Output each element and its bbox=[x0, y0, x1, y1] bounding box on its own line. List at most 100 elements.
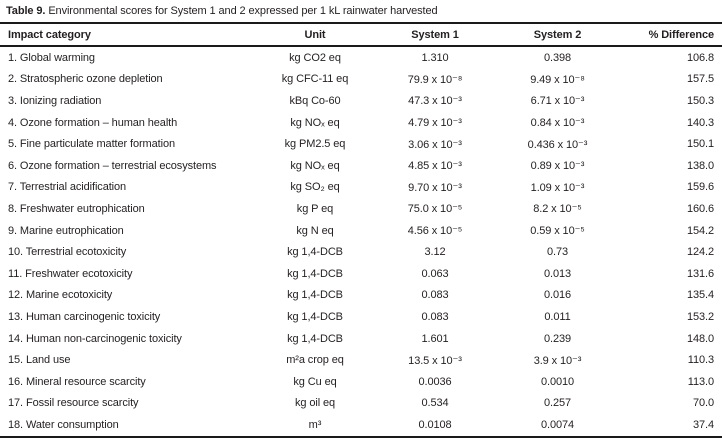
system1-value-cell: 4.85 x 10⁻³ bbox=[408, 160, 462, 173]
header-system1: System 1 bbox=[375, 23, 495, 47]
unit-cell: m²a crop eq bbox=[286, 354, 344, 367]
system2-value-cell: 0.0074 bbox=[540, 418, 575, 431]
unit-cell: kg NOₓ eq bbox=[290, 159, 340, 172]
table-row: 11. Freshwater ecotoxicity kg 1,4-DCB 0.06… bbox=[0, 263, 722, 285]
system2-value-cell: 8.2 x 10⁻⁵ bbox=[533, 203, 582, 216]
difference-value-cell: 70.0 bbox=[692, 397, 714, 410]
unit-cell: kg 1,4-DCB bbox=[287, 332, 343, 345]
system1-value-cell: 0.0036 bbox=[418, 375, 452, 388]
header-row: Impact category Unit System 1 System 2 %… bbox=[0, 23, 722, 47]
table-row: 6. Ozone formation – terrestrial ecosyst… bbox=[0, 155, 722, 177]
difference-value-cell: 138.0 bbox=[686, 159, 714, 172]
impact-category-cell: 2. Stratospheric ozone depletion bbox=[8, 73, 163, 86]
table-row: 18. Water consumption m³ 0.0108 0.0074 37.4 bbox=[0, 414, 722, 437]
system2-value-cell: 0.013 bbox=[543, 267, 572, 280]
header-unit: Unit bbox=[255, 23, 375, 47]
difference-value-cell: 154.2 bbox=[686, 224, 714, 237]
system2-value-cell: 0.398 bbox=[543, 51, 572, 64]
system1-value-cell: 1.601 bbox=[421, 332, 449, 345]
difference-value-cell: 150.1 bbox=[686, 138, 714, 151]
impact-category-cell: 14. Human non-carcinogenic toxicity bbox=[8, 332, 182, 345]
table-row: 14. Human non-carcinogenic toxicity kg 1,… bbox=[0, 328, 722, 350]
header-system2: System 2 bbox=[495, 23, 620, 47]
table-row: 2. Stratospheric ozone depletion kg CFC-1… bbox=[0, 69, 722, 91]
system1-value-cell: 1.310 bbox=[421, 51, 449, 64]
system2-value-cell: 9.49 x 10⁻⁸ bbox=[530, 73, 585, 86]
system1-value-cell: 75.0 x 10⁻⁵ bbox=[407, 203, 463, 216]
table-row: 10. Terrestrial ecotoxicity kg 1,4-DCB 3.1… bbox=[0, 241, 722, 263]
difference-value-cell: 160.6 bbox=[686, 202, 714, 215]
difference-value-cell: 113.0 bbox=[687, 375, 714, 388]
unit-cell: kg 1,4-DCB bbox=[287, 246, 343, 259]
environmental-scores-table: Impact category Unit System 1 System 2 %… bbox=[0, 22, 722, 438]
unit-cell: kg P eq bbox=[296, 202, 334, 215]
unit-cell: kg oil eq bbox=[294, 397, 336, 410]
system2-value-cell: 0.016 bbox=[543, 289, 572, 302]
system1-value-cell: 0.063 bbox=[421, 267, 449, 280]
difference-value-cell: 140.3 bbox=[686, 116, 714, 129]
unit-cell: kg SO₂ eq bbox=[290, 181, 340, 194]
table-row: 7. Terrestrial acidification kg SO₂ eq 9.7… bbox=[0, 177, 722, 199]
unit-cell: kg CFC-11 eq bbox=[281, 73, 349, 86]
impact-category-cell: 5. Fine particulate matter formation bbox=[8, 138, 175, 151]
header-difference: % Difference bbox=[620, 23, 722, 47]
unit-cell: kg Cu eq bbox=[293, 375, 337, 388]
unit-cell: kg PM2.5 eq bbox=[284, 138, 346, 151]
system1-value-cell: 9.70 x 10⁻³ bbox=[408, 181, 462, 194]
impact-category-cell: 1. Global warming bbox=[8, 51, 95, 64]
unit-cell: kg 1,4-DCB bbox=[287, 289, 343, 302]
unit-cell: kg CO2 eq bbox=[289, 51, 341, 64]
unit-cell: kg 1,4-DCB bbox=[287, 310, 343, 323]
system1-value-cell: 79.9 x 10⁻⁸ bbox=[407, 73, 463, 86]
system1-value-cell: 0.0108 bbox=[418, 418, 452, 431]
system2-value-cell: 0.011 bbox=[544, 310, 571, 323]
system2-value-cell: 6.71 x 10⁻³ bbox=[530, 95, 585, 108]
difference-value-cell: 110.3 bbox=[687, 354, 714, 367]
unit-cell: kg N eq bbox=[296, 224, 334, 237]
difference-value-cell: 135.4 bbox=[686, 289, 714, 302]
table-caption-label: Table 9. bbox=[6, 5, 46, 17]
impact-category-cell: 11. Freshwater ecotoxicity bbox=[8, 267, 133, 280]
system1-value-cell: 0.534 bbox=[421, 397, 449, 410]
table-row: 4. Ozone formation – human health kg NOₓ … bbox=[0, 112, 722, 134]
system1-value-cell: 3.06 x 10⁻³ bbox=[408, 138, 462, 151]
system1-value-cell: 4.56 x 10⁻⁵ bbox=[407, 225, 463, 238]
system2-value-cell: 0.436 x 10⁻³ bbox=[527, 138, 588, 151]
table-row: 13. Human carcinogenic toxicity kg 1,4-DC… bbox=[0, 306, 722, 328]
table-row: 12. Marine ecotoxicity kg 1,4-DCB 0.083 0.0… bbox=[0, 285, 722, 307]
impact-category-cell: 4. Ozone formation – human health bbox=[8, 116, 178, 129]
difference-value-cell: 150.3 bbox=[686, 94, 714, 107]
unit-cell: m³ bbox=[308, 418, 322, 431]
unit-cell: kBq Co-60 bbox=[289, 94, 341, 107]
impact-category-cell: 12. Marine ecotoxicity bbox=[8, 289, 113, 302]
table-row: 16. Mineral resource scarcity kg Cu eq 0.0… bbox=[0, 371, 722, 393]
unit-cell: kg 1,4-DCB bbox=[287, 267, 343, 280]
table-header: Impact category Unit System 1 System 2 %… bbox=[0, 23, 722, 47]
impact-category-cell: 13. Human carcinogenic toxicity bbox=[8, 310, 161, 323]
system2-value-cell: 1.09 x 10⁻³ bbox=[530, 181, 585, 194]
system2-value-cell: 0.257 bbox=[543, 397, 572, 410]
table-row: 15. Land use m²a crop eq 13.5 x 10⁻³ 3.9 x … bbox=[0, 349, 722, 371]
system2-value-cell: 0.89 x 10⁻³ bbox=[530, 160, 585, 173]
header-impact-category: Impact category bbox=[0, 23, 255, 47]
system1-value-cell: 13.5 x 10⁻³ bbox=[408, 354, 462, 367]
impact-category-cell: 16. Mineral resource scarcity bbox=[8, 375, 146, 388]
difference-value-cell: 124.2 bbox=[686, 246, 714, 259]
impact-category-cell: 17. Fossil resource scarcity bbox=[8, 397, 139, 410]
impact-category-cell: 15. Land use bbox=[8, 354, 71, 367]
impact-category-cell: 6. Ozone formation – terrestrial ecosyst… bbox=[8, 159, 217, 172]
impact-category-cell: 10. Terrestrial ecotoxicity bbox=[8, 246, 127, 259]
impact-category-cell: 3. Ionizing radiation bbox=[8, 94, 102, 107]
difference-value-cell: 153.2 bbox=[686, 310, 714, 323]
system2-value-cell: 0.239 bbox=[543, 332, 572, 345]
system2-value-cell: 0.59 x 10⁻⁵ bbox=[530, 225, 585, 238]
table-row: 8. Freshwater eutrophication kg P eq 75.0 … bbox=[0, 198, 722, 220]
system1-value-cell: 4.79 x 10⁻³ bbox=[408, 117, 462, 130]
difference-value-cell: 159.6 bbox=[686, 181, 714, 194]
table-row: 1. Global warming kg CO2 eq 1.310 0.398 106.… bbox=[0, 46, 722, 69]
system1-value-cell: 3.12 bbox=[424, 246, 446, 259]
system2-value-cell: 0.73 bbox=[546, 246, 568, 259]
difference-value-cell: 131.6 bbox=[686, 267, 714, 280]
table-row: 5. Fine particulate matter formation kg P… bbox=[0, 133, 722, 155]
table-row: 9. Marine eutrophication kg N eq 4.56 x 10… bbox=[0, 220, 722, 242]
